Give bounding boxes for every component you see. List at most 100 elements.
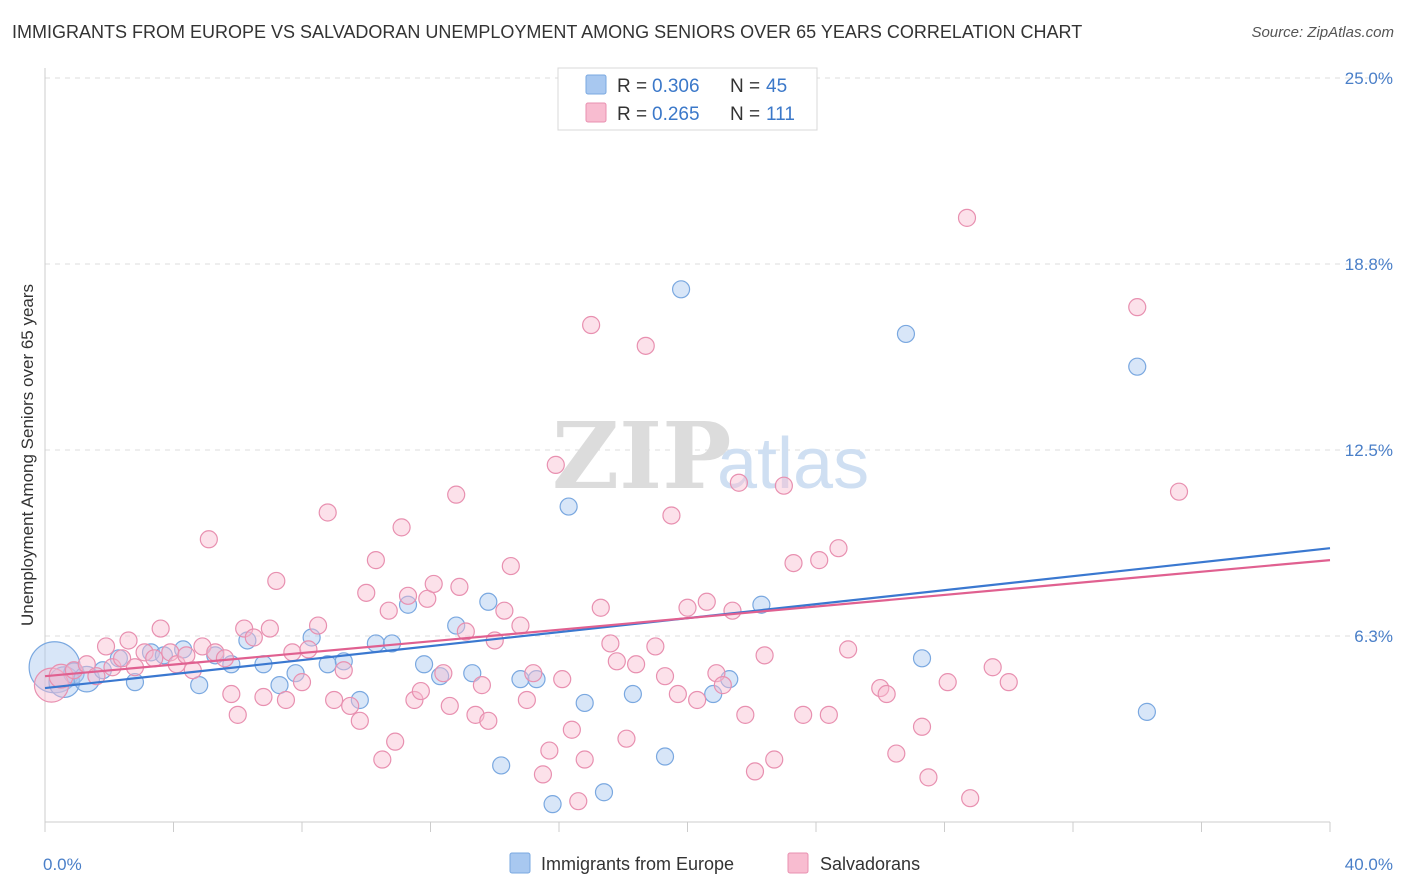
point-salvadorans-41 bbox=[379, 601, 398, 620]
y-tick-label-2: 18.8% bbox=[1345, 255, 1393, 274]
point-salvadorans-90 bbox=[755, 646, 774, 665]
point-europe-35 bbox=[594, 783, 614, 802]
point-salvadorans-50 bbox=[440, 696, 459, 716]
point-salvadorans-53 bbox=[456, 622, 475, 641]
point-europe-26 bbox=[447, 616, 466, 635]
point-europe-20 bbox=[350, 690, 369, 710]
point-salvadorans-101 bbox=[912, 717, 932, 736]
point-salvadorans-95 bbox=[810, 551, 829, 570]
point-europe-32 bbox=[543, 795, 562, 814]
point-salvadorans-60 bbox=[511, 616, 530, 635]
point-salvadorans-77 bbox=[646, 637, 665, 656]
point-salvadorans-28 bbox=[276, 690, 296, 710]
point-europe-33 bbox=[559, 497, 578, 516]
point-salvadorans-11 bbox=[145, 649, 164, 668]
point-salvadorans-18 bbox=[199, 530, 218, 549]
point-salvadorans-110 bbox=[983, 658, 1002, 677]
point-salvadorans-34 bbox=[325, 690, 344, 710]
point-salvadorans-31 bbox=[299, 640, 318, 659]
point-salvadorans-44 bbox=[398, 586, 418, 605]
watermark-atlas: atlas bbox=[717, 424, 869, 504]
point-europe-21 bbox=[366, 634, 385, 653]
legend-n-label-salvadorans: N = bbox=[730, 104, 760, 125]
point-salvadorans-68 bbox=[569, 792, 588, 811]
bottom-legend-label-europe: Immigrants from Europe bbox=[541, 854, 734, 874]
point-salvadorans-76 bbox=[636, 336, 655, 355]
point-salvadorans-85 bbox=[713, 676, 732, 695]
point-europe-28 bbox=[479, 592, 498, 611]
point-salvadorans-12 bbox=[151, 619, 170, 638]
point-salvadorans-106 bbox=[1169, 482, 1189, 501]
point-salvadorans-49 bbox=[434, 664, 453, 683]
point-salvadorans-58 bbox=[495, 601, 514, 620]
point-salvadorans-59 bbox=[501, 556, 520, 576]
point-europe-43 bbox=[912, 649, 932, 668]
point-europe-16 bbox=[286, 664, 305, 683]
point-salvadorans-74 bbox=[617, 729, 636, 748]
point-salvadorans-67 bbox=[562, 720, 581, 739]
x-tick-label-0: 0.0% bbox=[43, 855, 82, 874]
point-europe-24 bbox=[414, 655, 434, 674]
legend-r-label-europe: R = bbox=[617, 76, 647, 97]
x-tick-label-1: 40.0% bbox=[1345, 855, 1393, 874]
point-salvadorans-25 bbox=[254, 687, 273, 707]
bottom-legend-swatch-europe bbox=[509, 852, 531, 874]
point-salvadorans-48 bbox=[424, 574, 443, 594]
point-salvadorans-79 bbox=[662, 506, 681, 525]
point-salvadorans-82 bbox=[688, 690, 707, 710]
point-salvadorans-27 bbox=[267, 571, 286, 591]
point-salvadorans-37 bbox=[350, 711, 369, 730]
point-europe-27 bbox=[463, 664, 482, 683]
point-salvadorans-91 bbox=[765, 750, 784, 769]
point-salvadorans-88 bbox=[736, 705, 755, 724]
point-salvadorans-78 bbox=[655, 667, 675, 686]
point-salvadorans-63 bbox=[533, 765, 553, 784]
legend-swatch-salvadorans bbox=[585, 102, 607, 123]
point-salvadorans-86 bbox=[723, 601, 742, 620]
y-tick-label-3: 25.0% bbox=[1345, 69, 1393, 88]
point-salvadorans-51 bbox=[447, 485, 466, 504]
point-salvadorans-70 bbox=[582, 315, 601, 335]
point-salvadorans-10 bbox=[135, 643, 154, 662]
bottom-legend: Immigrants from Europe Salvadorans bbox=[509, 852, 920, 874]
point-salvadorans-7 bbox=[112, 649, 132, 668]
point-salvadorans-103 bbox=[957, 208, 977, 227]
legend-row-salvadorans: R = 0.265 N = 111 bbox=[585, 102, 795, 125]
watermark: ZIP atlas bbox=[552, 402, 869, 510]
legend-swatch-europe bbox=[585, 74, 607, 95]
point-salvadorans-94 bbox=[794, 705, 813, 724]
data-points bbox=[28, 208, 1189, 814]
trend-lines bbox=[44, 547, 1331, 690]
bottom-legend-label-salvadorans: Salvadorans bbox=[820, 854, 920, 874]
point-europe-37 bbox=[655, 747, 675, 766]
point-europe-34 bbox=[575, 693, 594, 713]
point-salvadorans-64 bbox=[540, 741, 559, 760]
legend: R = 0.306 N = 45 R = 0.265 N = 111 bbox=[557, 67, 818, 131]
point-europe-36 bbox=[623, 684, 642, 704]
point-salvadorans-98 bbox=[839, 640, 858, 659]
axes bbox=[44, 68, 1331, 832]
point-salvadorans-26 bbox=[260, 619, 279, 638]
trend-line-salvadorans bbox=[44, 559, 1331, 678]
point-salvadorans-80 bbox=[668, 684, 687, 704]
y-tick-label-0: 6.3% bbox=[1354, 627, 1393, 646]
point-europe-42 bbox=[896, 324, 916, 344]
grid-lines bbox=[45, 77, 1390, 637]
point-salvadorans-107 bbox=[961, 789, 980, 808]
legend-r-value-europe: 0.306 bbox=[652, 76, 700, 97]
point-salvadorans-35 bbox=[334, 661, 353, 680]
point-salvadorans-105 bbox=[1128, 298, 1147, 317]
point-salvadorans-61 bbox=[517, 690, 536, 710]
y-axis-label: Unemployment Among Seniors over 65 years bbox=[18, 284, 37, 626]
point-salvadorans-93 bbox=[784, 553, 803, 573]
point-salvadorans-32 bbox=[308, 616, 328, 635]
legend-n-label-europe: N = bbox=[730, 76, 760, 97]
point-salvadorans-89 bbox=[745, 762, 765, 781]
point-salvadorans-36 bbox=[341, 696, 360, 716]
point-salvadorans-38 bbox=[357, 583, 376, 602]
point-salvadorans-24 bbox=[244, 628, 263, 647]
point-salvadorans-66 bbox=[553, 670, 572, 689]
chart-title: IMMIGRANTS FROM EUROPE VS SALVADORAN UNE… bbox=[12, 22, 1083, 42]
legend-row-europe: R = 0.306 N = 45 bbox=[585, 74, 787, 97]
